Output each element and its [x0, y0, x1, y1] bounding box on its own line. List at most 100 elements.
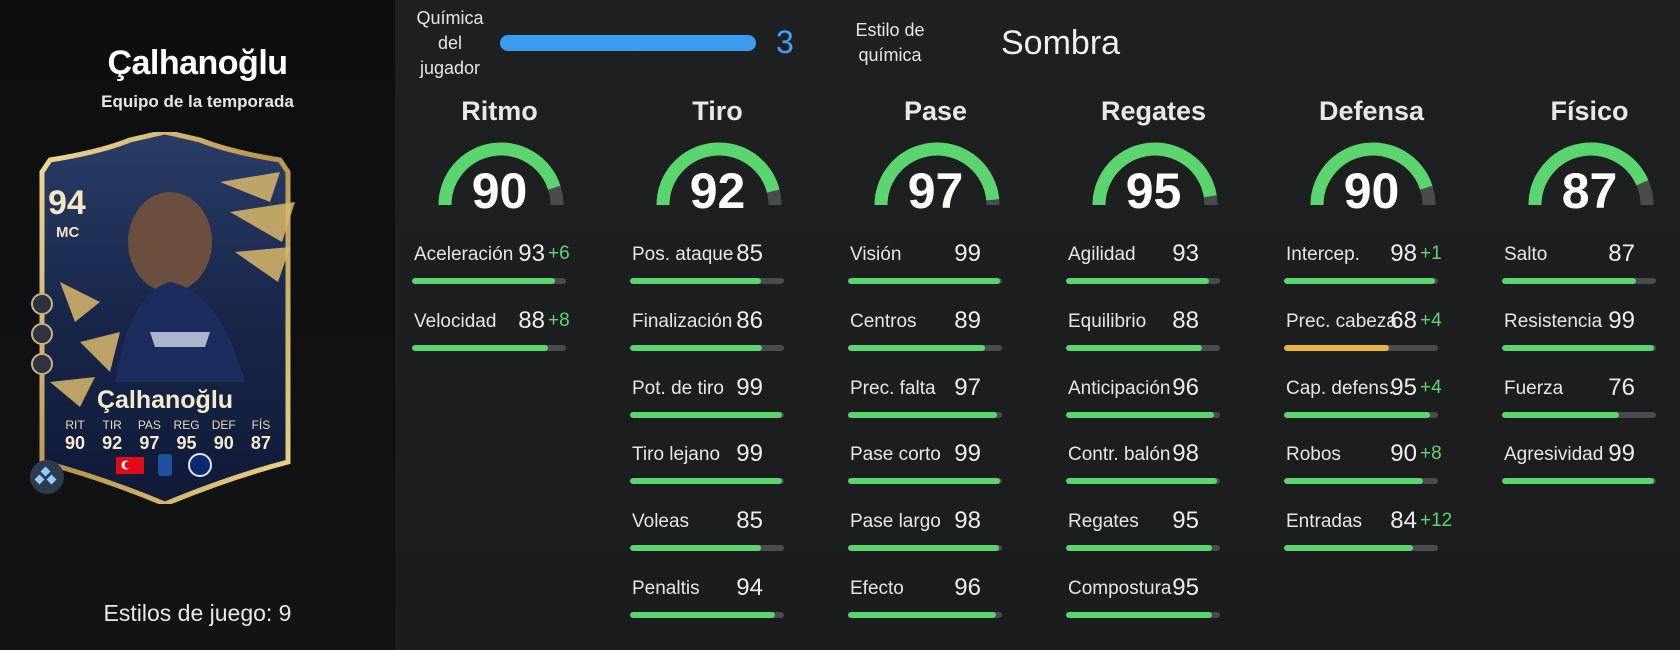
stat-row[interactable]: Robos 90 +8 — [1284, 440, 1459, 504]
playstyles-count[interactable]: Estilos de juego: 9 — [103, 600, 292, 626]
stat-bar-fill — [848, 278, 1001, 284]
category-gauge — [1092, 142, 1218, 206]
stat-row[interactable]: Efecto 96 — [848, 574, 1023, 638]
stat-row[interactable]: Intercep. 98 +1 — [1284, 240, 1459, 304]
stat-bar — [1284, 345, 1438, 351]
stat-name: Penaltis — [632, 578, 700, 599]
card-stat-fis: FÍS 87 — [244, 418, 278, 454]
stat-name: Compostura — [1068, 578, 1172, 599]
category-value: 90 — [471, 163, 528, 219]
stat-bar-fill — [1502, 478, 1655, 484]
chemistry-value: 3 — [776, 24, 794, 60]
stat-row[interactable]: Regates 95 — [1066, 507, 1241, 571]
stat-bar — [1284, 478, 1438, 484]
stat-row[interactable]: Visión 99 — [848, 240, 1023, 304]
gauge-fill — [656, 142, 780, 206]
stat-value: 87 — [1608, 240, 1635, 267]
stat-row[interactable]: Agilidad 93 — [1066, 240, 1241, 304]
stat-bar-fill — [848, 478, 1001, 484]
stats-panel — [395, 0, 1680, 650]
stat-name: Fuerza — [1504, 378, 1564, 399]
stat-bar — [1066, 278, 1220, 284]
card-position: MC — [56, 224, 80, 241]
stat-name: Agilidad — [1068, 244, 1136, 265]
card-stat-tir: TIR 92 — [95, 418, 129, 454]
stat-bar — [848, 545, 1002, 551]
stat-bar — [848, 612, 1002, 618]
gauge-fill — [1310, 142, 1433, 206]
stat-name: Contr. balón — [1068, 444, 1171, 465]
category-gauge — [874, 142, 1000, 206]
stat-row[interactable]: Pase corto 99 — [848, 440, 1023, 504]
player-card[interactable]: 94 MC Çalhanoğlu RIT 90 TIR 92 PAS 97 RE… — [20, 132, 310, 504]
stat-column-ritmo: Ritmo 90 Aceleración 93 +6 Velocidad 88 +8 — [412, 0, 587, 650]
stat-row[interactable]: Voleas 85 — [630, 507, 805, 571]
stat-row[interactable]: Agresividad 99 — [1502, 440, 1677, 504]
card-stat-label: REG — [173, 418, 200, 432]
stat-bar — [412, 278, 566, 284]
stat-bar — [1502, 478, 1656, 484]
stat-bar — [848, 412, 1002, 418]
stat-row[interactable]: Tiro lejano 99 — [630, 440, 805, 504]
card-player-name: Çalhanoğlu — [96, 386, 234, 414]
stat-bar-fill — [630, 412, 783, 418]
stat-row[interactable]: Penaltis 94 — [630, 574, 805, 638]
stat-value: 99 — [954, 440, 981, 467]
stat-row[interactable]: Pos. ataque 85 — [630, 240, 805, 304]
stat-row[interactable]: Aceleración 93 +6 — [412, 240, 587, 304]
stat-row[interactable]: Finalización 86 — [630, 307, 805, 371]
stat-name: Resistencia — [1504, 311, 1603, 332]
stat-bar-fill — [1284, 412, 1431, 418]
stat-bar — [848, 345, 1002, 351]
category-title: Ritmo — [461, 96, 538, 126]
stat-value: 84 — [1390, 507, 1417, 534]
stat-name: Regates — [1068, 511, 1139, 532]
category-gauge — [438, 142, 564, 206]
card-stat-value: 95 — [176, 433, 197, 453]
stat-row[interactable]: Equilibrio 88 — [1066, 307, 1241, 371]
stat-row[interactable]: Pot. de tiro 99 — [630, 374, 805, 438]
stat-row[interactable]: Fuerza 76 — [1502, 374, 1677, 438]
stat-value: 76 — [1608, 374, 1635, 401]
stat-bonus: +8 — [1420, 443, 1442, 464]
card-stat-reg: REG 95 — [170, 418, 204, 454]
stat-row[interactable]: Contr. balón 98 — [1066, 440, 1241, 504]
stat-column-físico: Físico 87 Salto 87 Resistencia 99 Fuerza 76 Agre… — [1502, 0, 1677, 650]
category-value: 87 — [1561, 163, 1618, 219]
stat-value: 89 — [954, 307, 981, 334]
stat-bar-fill — [412, 278, 556, 284]
chemistry-style-value[interactable]: Sombra — [1001, 24, 1121, 62]
stat-value: 95 — [1172, 574, 1199, 601]
stat-bar — [1284, 278, 1438, 284]
stat-row[interactable]: Prec. cabeza 68 +4 — [1284, 307, 1459, 371]
gauge-fill — [438, 142, 561, 206]
stat-row[interactable]: Anticipación 96 — [1066, 374, 1241, 438]
stat-row[interactable]: Salto 87 — [1502, 240, 1677, 304]
stat-name: Tiro lejano — [632, 444, 721, 465]
stat-row[interactable]: Pase largo 98 — [848, 507, 1023, 571]
card-rating: 94 — [48, 184, 86, 222]
stat-column-defensa: Defensa 90 Intercep. 98 +1 Prec. cabeza 68 +4 Ca… — [1284, 0, 1459, 650]
stat-bar-fill — [630, 345, 763, 351]
stat-row[interactable]: Cap. defens. 95 +4 — [1284, 374, 1459, 438]
stat-bar — [1066, 478, 1220, 484]
stat-bar-fill — [1502, 412, 1620, 418]
stat-name: Equilibrio — [1068, 311, 1147, 332]
stat-row[interactable]: Resistencia 99 — [1502, 307, 1677, 371]
stat-bonus: +6 — [548, 243, 570, 264]
stat-row[interactable]: Compostura 95 — [1066, 574, 1241, 638]
stat-bar-fill — [1066, 478, 1217, 484]
stat-row[interactable]: Prec. falta 97 — [848, 374, 1023, 438]
stat-bar-fill — [1066, 345, 1202, 351]
stat-bar — [1502, 412, 1656, 418]
stat-name: Pase largo — [850, 511, 941, 532]
stat-row[interactable]: Velocidad 88 +8 — [412, 307, 587, 371]
stat-value: 95 — [1172, 507, 1199, 534]
stat-row[interactable]: Centros 89 — [848, 307, 1023, 371]
stat-bonus: +1 — [1420, 243, 1442, 264]
stat-row[interactable]: Entradas 84 +12 — [1284, 507, 1459, 571]
stat-bar-fill — [630, 612, 775, 618]
stat-value: 96 — [1172, 374, 1199, 401]
stat-bar-fill — [630, 545, 761, 551]
stat-value: 99 — [736, 374, 763, 401]
